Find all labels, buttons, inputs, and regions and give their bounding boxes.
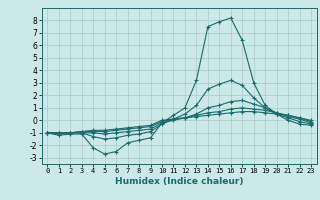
X-axis label: Humidex (Indice chaleur): Humidex (Indice chaleur) <box>115 177 244 186</box>
